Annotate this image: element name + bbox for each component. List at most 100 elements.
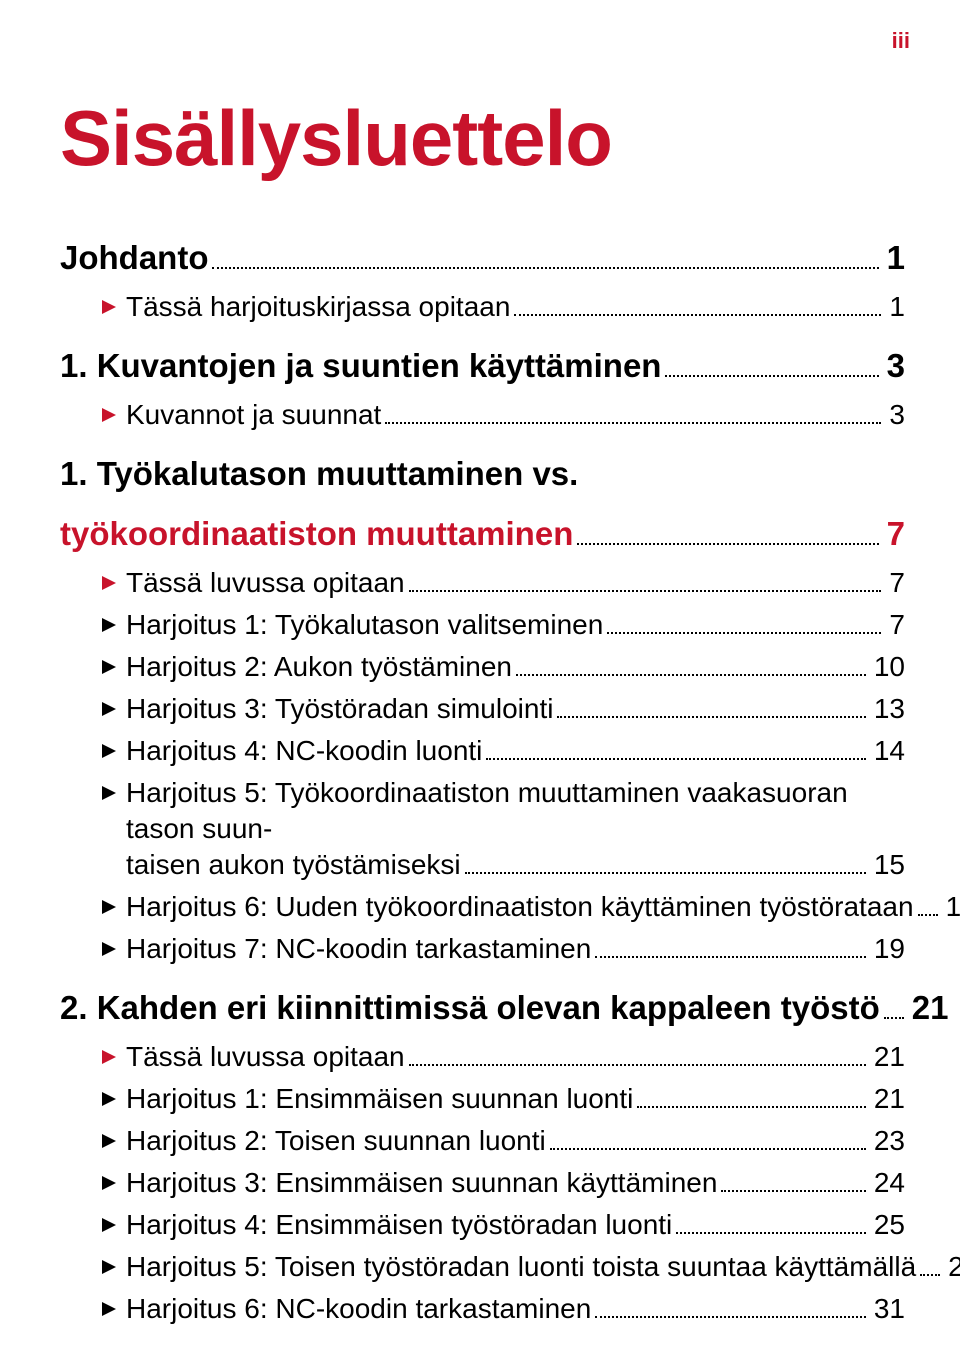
toc-leader bbox=[721, 1174, 865, 1193]
triangle-icon bbox=[102, 786, 116, 800]
toc-leader bbox=[637, 1090, 865, 1109]
toc-page-number: 21 bbox=[870, 1081, 905, 1117]
toc-leader bbox=[918, 898, 938, 917]
toc-item-body: Harjoitus 5: Toisen työstöradan luonti t… bbox=[126, 1249, 960, 1285]
triangle-icon bbox=[102, 744, 116, 758]
toc-item: Harjoitus 1: Työkalutason valitseminen7 bbox=[102, 607, 905, 643]
toc-page-number: 31 bbox=[870, 1291, 905, 1327]
toc-leader bbox=[409, 574, 882, 593]
toc-item-body: Harjoitus 6: NC-koodin tarkastaminen31 bbox=[126, 1291, 905, 1327]
toc-leader bbox=[409, 1048, 866, 1067]
toc-leader bbox=[465, 856, 866, 875]
toc-page-number: 3 bbox=[885, 397, 905, 433]
triangle-icon bbox=[102, 900, 116, 914]
toc-heading: 1. Kuvantojen ja suuntien käyttäminen3 bbox=[60, 347, 905, 385]
toc-item: Kuvannot ja suunnat 3 bbox=[102, 397, 905, 433]
toc-leader bbox=[577, 523, 878, 545]
triangle-icon bbox=[102, 1260, 116, 1274]
toc-leader bbox=[550, 1132, 866, 1151]
toc-leader bbox=[884, 997, 904, 1019]
toc-leader bbox=[665, 355, 878, 377]
toc-item-body: Tässä luvussa opitaan 7 bbox=[126, 565, 905, 601]
toc-page-number: 24 bbox=[870, 1165, 905, 1201]
page-number-roman: iii bbox=[892, 28, 910, 54]
toc-item: Harjoitus 3: Työstöradan simulointi13 bbox=[102, 691, 905, 727]
toc-item-label: Tässä harjoituskirjassa opitaan bbox=[126, 289, 510, 325]
toc-page-number: 1 bbox=[885, 289, 905, 325]
toc-item: Harjoitus 4: Ensimmäisen työstöradan luo… bbox=[102, 1207, 905, 1243]
toc-page-number: 29 bbox=[944, 1249, 960, 1285]
triangle-icon bbox=[102, 1134, 116, 1148]
toc-heading-label: työkoordinaatiston muuttaminen bbox=[60, 515, 573, 553]
triangle-icon bbox=[102, 660, 116, 674]
toc-item: Harjoitus 6: NC-koodin tarkastaminen31 bbox=[102, 1291, 905, 1327]
toc-item-label: Harjoitus 4: NC-koodin luonti bbox=[126, 733, 482, 769]
toc-heading: 2. Kahden eri kiinnittimissä olevan kapp… bbox=[60, 989, 905, 1027]
toc-item: Harjoitus 6: Uuden työkoordinaatiston kä… bbox=[102, 889, 905, 925]
toc-leader bbox=[607, 616, 881, 635]
toc-item-label: Harjoitus 4: Ensimmäisen työstöradan luo… bbox=[126, 1207, 672, 1243]
document-title: Sisällysluettelo bbox=[60, 93, 905, 184]
toc-item-body: Harjoitus 4: NC-koodin luonti 14 bbox=[126, 733, 905, 769]
triangle-icon bbox=[102, 1302, 116, 1316]
triangle-icon bbox=[102, 618, 116, 632]
toc-item-label: Tässä luvussa opitaan bbox=[126, 565, 405, 601]
toc-leader bbox=[514, 298, 881, 317]
toc-item: Harjoitus 1: Ensimmäisen suunnan luonti 2… bbox=[102, 1081, 905, 1117]
toc-item: Tässä harjoituskirjassa opitaan 1 bbox=[102, 289, 905, 325]
toc-item-label: Harjoitus 6: Uuden työkoordinaatiston kä… bbox=[126, 889, 914, 925]
toc-leader bbox=[385, 406, 881, 425]
toc-heading-label: Johdanto bbox=[60, 239, 208, 277]
toc-item-body: Harjoitus 1: Ensimmäisen suunnan luonti 2… bbox=[126, 1081, 905, 1117]
toc-page-number: 14 bbox=[870, 733, 905, 769]
toc-item-label: Harjoitus 5: Toisen työstöradan luonti t… bbox=[126, 1249, 916, 1285]
toc-page-number: 1 bbox=[883, 239, 905, 277]
toc-item-label: Harjoitus 1: Työkalutason valitseminen bbox=[126, 607, 603, 643]
toc-item-body: Harjoitus 6: Uuden työkoordinaatiston kä… bbox=[126, 889, 960, 925]
toc-page-number: 23 bbox=[870, 1123, 905, 1159]
toc-heading-label: 1. Kuvantojen ja suuntien käyttäminen bbox=[60, 347, 661, 385]
toc-item-body: Harjoitus 7: NC-koodin tarkastaminen19 bbox=[126, 931, 905, 967]
document-page: iii Sisällysluettelo Johdanto1Tässä harj… bbox=[0, 0, 960, 1354]
toc-page-number: 10 bbox=[870, 649, 905, 685]
toc-item-body: Tässä luvussa opitaan21 bbox=[126, 1039, 905, 1075]
toc-heading: Johdanto 1 bbox=[60, 239, 905, 277]
toc-item-label: Harjoitus 2: Aukon työstäminen bbox=[126, 649, 512, 685]
triangle-icon bbox=[102, 1050, 116, 1064]
toc-item-label: Kuvannot ja suunnat bbox=[126, 397, 381, 433]
toc-item-label: Tässä luvussa opitaan bbox=[126, 1039, 405, 1075]
toc-page-number: 7 bbox=[885, 565, 905, 601]
toc-item-label: Harjoitus 3: Ensimmäisen suunnan käyttäm… bbox=[126, 1165, 717, 1201]
toc-heading: 1. Työkalutason muuttaminen vs. bbox=[60, 455, 905, 493]
toc-page-number: 21 bbox=[908, 989, 949, 1027]
toc-item-body: Harjoitus 2: Aukon työstäminen 10 bbox=[126, 649, 905, 685]
toc-item: Harjoitus 5: Toisen työstöradan luonti t… bbox=[102, 1249, 905, 1285]
toc-item-body: Harjoitus 3: Työstöradan simulointi13 bbox=[126, 691, 905, 727]
triangle-icon bbox=[102, 1176, 116, 1190]
toc-heading: työkoordinaatiston muuttaminen7 bbox=[60, 515, 905, 553]
toc-page-number: 19 bbox=[870, 931, 905, 967]
toc-item: Harjoitus 2: Aukon työstäminen 10 bbox=[102, 649, 905, 685]
toc-heading-label: 2. Kahden eri kiinnittimissä olevan kapp… bbox=[60, 989, 880, 1027]
toc-item-body: Harjoitus 1: Työkalutason valitseminen7 bbox=[126, 607, 905, 643]
triangle-icon bbox=[102, 942, 116, 956]
triangle-icon bbox=[102, 702, 116, 716]
triangle-icon bbox=[102, 1218, 116, 1232]
toc-page-number: 25 bbox=[870, 1207, 905, 1243]
toc-item: Harjoitus 5: Työkoordinaatiston muuttami… bbox=[102, 775, 905, 883]
toc-item: Harjoitus 3: Ensimmäisen suunnan käyttäm… bbox=[102, 1165, 905, 1201]
toc-item-body: Tässä harjoituskirjassa opitaan 1 bbox=[126, 289, 905, 325]
toc-item-body: Harjoitus 3: Ensimmäisen suunnan käyttäm… bbox=[126, 1165, 905, 1201]
toc-item-body: Kuvannot ja suunnat 3 bbox=[126, 397, 905, 433]
toc-item-body: Harjoitus 2: Toisen suunnan luonti23 bbox=[126, 1123, 905, 1159]
toc-page-number: 17 bbox=[942, 889, 960, 925]
triangle-icon bbox=[102, 300, 116, 314]
toc-leader bbox=[676, 1216, 866, 1235]
toc-leader bbox=[595, 1300, 866, 1319]
toc-leader bbox=[595, 940, 866, 959]
toc-item-label: Harjoitus 1: Ensimmäisen suunnan luonti bbox=[126, 1081, 633, 1117]
toc-page-number: 15 bbox=[870, 847, 905, 883]
triangle-icon bbox=[102, 1092, 116, 1106]
triangle-icon bbox=[102, 408, 116, 422]
toc-leader bbox=[920, 1258, 940, 1277]
